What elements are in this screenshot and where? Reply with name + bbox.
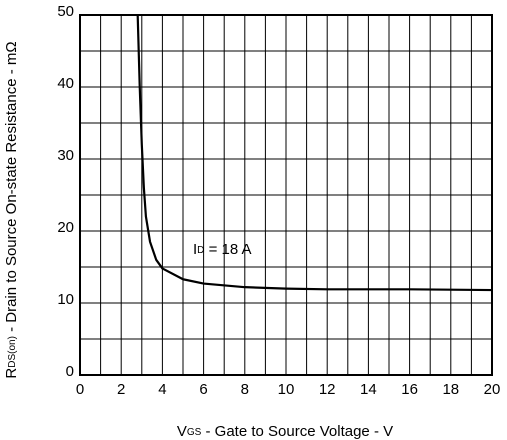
data-line [136,14,493,292]
x-axis-label: VGS - Gate to Source Voltage - V [177,423,393,440]
y-tick-label: 0 [66,363,74,380]
x-tick-label: 12 [319,381,336,398]
x-tick-label: 0 [76,381,84,398]
y-tick-label: 50 [57,3,74,20]
x-tick-label: 18 [442,381,459,398]
x-tick-label: 6 [199,381,207,398]
plot-frame [79,14,493,376]
x-tick-label: 10 [278,381,295,398]
x-tick-label: 2 [117,381,125,398]
x-tick-label: 4 [158,381,166,398]
x-tick-label: 8 [241,381,249,398]
y-tick-label: 20 [57,219,74,236]
y-axis-label: RDS(on) - Drain to Source On-state Resis… [3,41,20,378]
y-tick-label: 30 [57,147,74,164]
annotation: ID = 18 A [193,241,252,258]
y-tick-label: 40 [57,75,74,92]
y-tick-label: 10 [57,291,74,308]
x-tick-label: 20 [484,381,501,398]
x-tick-label: 16 [401,381,418,398]
x-tick-label: 14 [360,381,377,398]
